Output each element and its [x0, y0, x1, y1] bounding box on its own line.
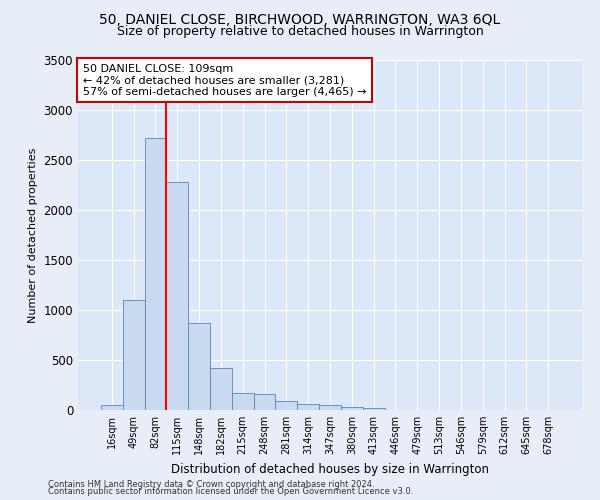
Bar — [363, 408, 385, 410]
Bar — [188, 323, 210, 410]
X-axis label: Distribution of detached houses by size in Warrington: Distribution of detached houses by size … — [171, 462, 489, 475]
Bar — [297, 404, 319, 410]
Bar — [145, 138, 166, 410]
Text: Contains HM Land Registry data © Crown copyright and database right 2024.: Contains HM Land Registry data © Crown c… — [48, 480, 374, 489]
Bar — [123, 300, 145, 410]
Bar — [254, 394, 275, 410]
Bar — [319, 404, 341, 410]
Bar — [341, 407, 363, 410]
Text: Size of property relative to detached houses in Warrington: Size of property relative to detached ho… — [116, 25, 484, 38]
Bar — [232, 393, 254, 410]
Bar — [275, 401, 297, 410]
Bar — [166, 182, 188, 410]
Text: 50 DANIEL CLOSE: 109sqm
← 42% of detached houses are smaller (3,281)
57% of semi: 50 DANIEL CLOSE: 109sqm ← 42% of detache… — [83, 64, 367, 96]
Bar — [210, 368, 232, 410]
Bar — [101, 404, 123, 410]
Y-axis label: Number of detached properties: Number of detached properties — [28, 148, 38, 322]
Text: Contains public sector information licensed under the Open Government Licence v3: Contains public sector information licen… — [48, 488, 413, 496]
Text: 50, DANIEL CLOSE, BIRCHWOOD, WARRINGTON, WA3 6QL: 50, DANIEL CLOSE, BIRCHWOOD, WARRINGTON,… — [100, 12, 500, 26]
